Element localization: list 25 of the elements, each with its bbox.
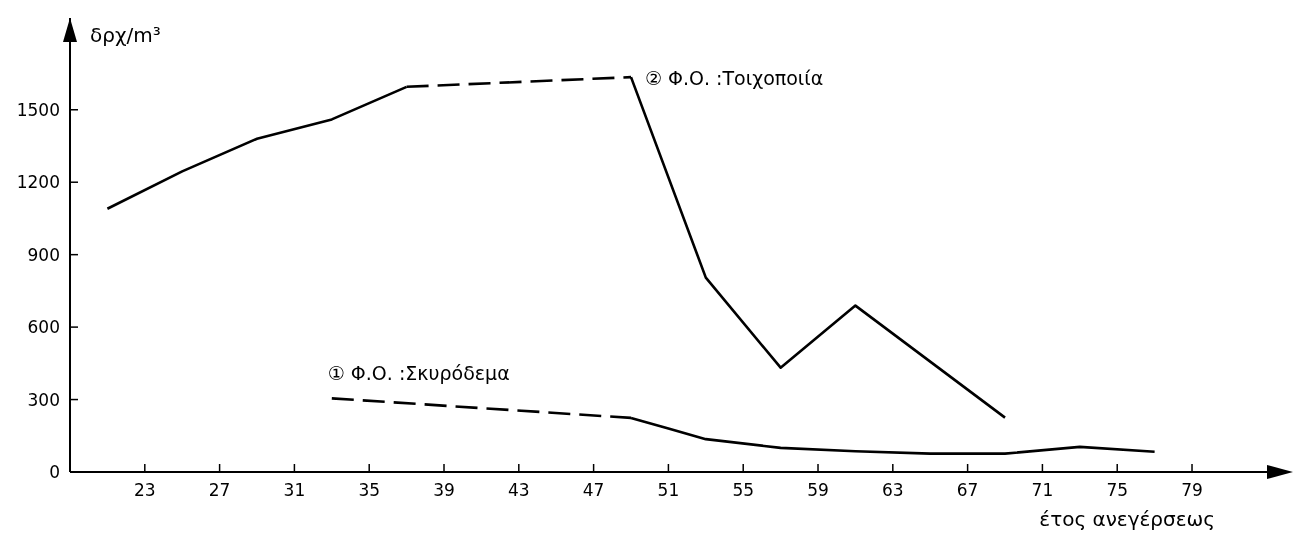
y-tick-label: 1500	[16, 99, 60, 120]
x-tick-label: 63	[881, 480, 904, 500]
y-tick-label: 300	[27, 389, 60, 410]
x-tick-label: 79	[1181, 480, 1203, 500]
x-tick-label: 35	[358, 480, 381, 500]
x-tick-label: 59	[807, 480, 829, 500]
y-tick-label: 600	[27, 317, 60, 338]
x-tick-label: 75	[1106, 480, 1129, 500]
x-tick-label: 39	[433, 480, 455, 500]
x-tick-label: 23	[133, 480, 156, 500]
series-label: ① Φ.Ο. :Σκυρόδεμα	[327, 362, 510, 385]
x-tick-label: 43	[507, 480, 530, 500]
y-tick-label: 900	[27, 244, 60, 265]
series-label: ② Φ.Ο. :Τοιχοποιία	[645, 67, 824, 90]
x-tick-label: 55	[732, 480, 755, 500]
x-axis-title: έτος ανεγέρσεως	[1039, 507, 1215, 531]
y-tick-label: 1200	[16, 172, 60, 193]
x-tick-label: 71	[1031, 480, 1054, 500]
y-axis-title: δρχ/m³	[90, 23, 161, 47]
x-tick-label: 67	[956, 480, 979, 500]
y-tick-label: 0	[49, 462, 60, 482]
x-tick-label: 51	[657, 480, 680, 500]
x-tick-label: 27	[208, 480, 231, 500]
x-tick-label: 47	[582, 480, 605, 500]
x-tick-label: 31	[283, 480, 306, 500]
